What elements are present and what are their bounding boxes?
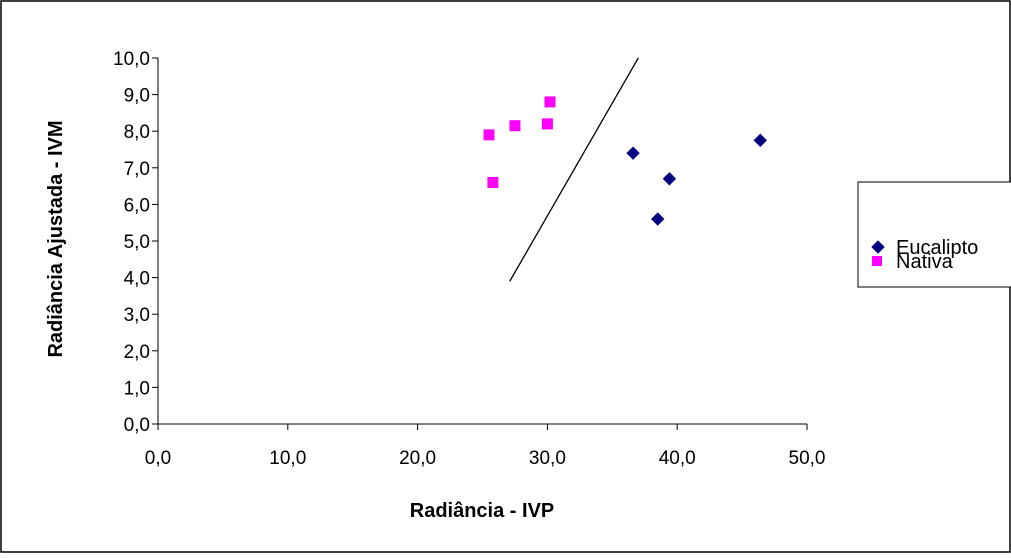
y-tick-label: 5,0 [124,232,150,253]
x-tick-label: 40,0 [659,448,696,469]
point-eucalipto [753,133,767,148]
y-tick-label: 7,0 [124,159,150,180]
y-tick-label: 9,0 [124,86,150,107]
y-tick-label: 2,0 [124,342,150,363]
y-tick-label: 0,0 [124,415,150,436]
y-tick-label: 8,0 [124,122,150,143]
y-tick-label: 10,0 [113,49,150,70]
annotation-layer [509,57,639,282]
point-eucalipto [662,172,677,186]
legend: Eucalipto Nativa [857,181,1011,288]
point-eucalipto [626,146,640,160]
x-axis-title: Radiância - IVP [410,500,555,522]
legend-label-nativa: Nativa [896,251,954,273]
x-tick-label: 30,0 [529,448,566,469]
x-tick-label: 20,0 [399,448,436,469]
legend-marker-eucalipto [871,240,885,254]
x-tick-label: 10,0 [269,448,306,469]
legend-label-eucalipto: Eucalipto [896,237,978,259]
x-tick-label: 50,0 [789,448,826,469]
point-nativa [541,118,553,130]
point-nativa [483,129,495,141]
legend-marker-nativa [872,256,882,266]
y-tick-label: 4,0 [124,269,150,290]
legend-box [857,181,1011,288]
point-nativa [509,120,521,132]
separator-line [509,57,639,282]
x-tick-label: 0,0 [145,448,171,469]
y-tick-label: 6,0 [124,195,150,216]
y-axis-title: Radiância Ajustada - IVM [45,120,67,357]
data-points [483,96,767,226]
y-tick-label: 1,0 [124,378,150,399]
point-eucalipto [651,212,665,226]
y-ticks: 0,0 1,0 2,0 3,0 4,0 5,0 6,0 7,0 8,0 9,0 10,0 [113,49,158,436]
x-ticks: 0,0 10,0 20,0 30,0 40,0 50,0 [145,424,826,469]
y-tick-label: 3,0 [124,305,150,326]
point-nativa [487,176,499,188]
point-nativa [544,96,556,108]
